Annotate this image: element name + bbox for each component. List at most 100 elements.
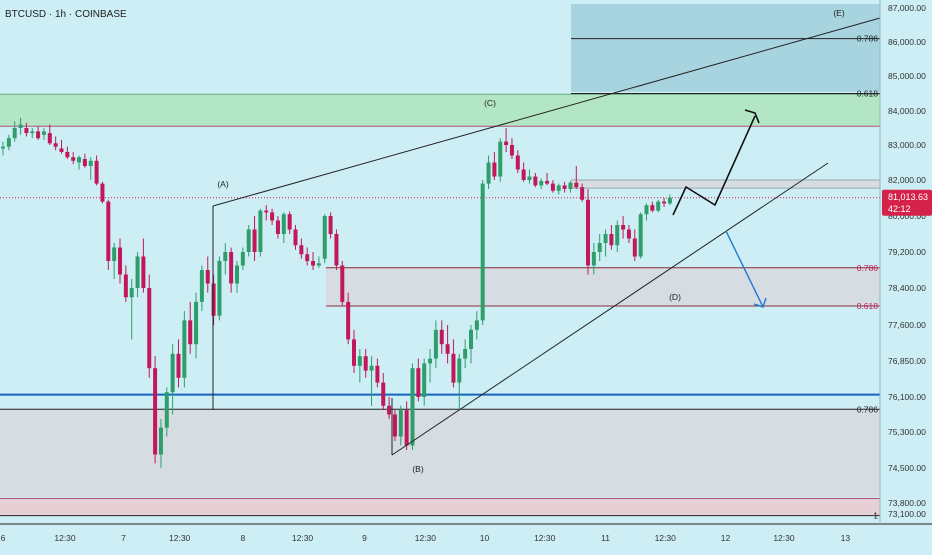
candle-body-16 [94, 160, 99, 184]
candle-body-99 [580, 187, 585, 200]
lower-channel-line [391, 162, 829, 456]
candle-body-103 [603, 234, 608, 243]
y-tick-label-13: 74,500.00 [888, 463, 926, 473]
last-price-badge [882, 189, 932, 216]
candle-body-80 [469, 329, 473, 349]
candle-body-15 [88, 160, 93, 166]
y-tick-label-5: 82,000.00 [888, 175, 926, 185]
candle-body-2 [12, 128, 17, 139]
candle-body-107 [626, 229, 631, 239]
candle-body-11 [65, 152, 70, 158]
candle-body-45 [264, 210, 269, 213]
wave-label-2: (C) [484, 98, 496, 108]
x-tick-label-5: 12:30 [292, 533, 314, 543]
zone-5 [0, 498, 880, 516]
x-tick-label-0: 6 [1, 533, 6, 543]
candle-body-109 [638, 214, 643, 257]
candle-body-51 [299, 245, 304, 255]
candle-body-34 [199, 270, 204, 302]
y-tick-label-1: 86,000.00 [888, 37, 926, 47]
y-tick-label-7: 79,200.00 [888, 247, 926, 257]
candle-body-108 [632, 238, 637, 257]
bullish-projection-path [672, 115, 756, 216]
zone-4 [0, 408, 880, 498]
candle-body-73 [428, 358, 433, 364]
candle-body-68 [398, 410, 403, 437]
candle-body-59 [346, 301, 351, 340]
fib-label-2: 0.786 [857, 263, 879, 273]
fib-label-5: 1 [873, 511, 878, 521]
candle-body-92 [539, 180, 544, 186]
x-tick-label-6: 9 [362, 533, 367, 543]
candle-body-63 [369, 365, 374, 371]
y-tick-label-4: 83,000.00 [888, 140, 926, 150]
wave-label-0: (A) [217, 179, 229, 189]
candle-body-24 [141, 256, 146, 288]
candle-body-27 [158, 427, 163, 455]
fib-label-0: 0.786 [857, 34, 879, 44]
x-tick-label-10: 11 [601, 533, 610, 543]
candle-body-53 [311, 261, 316, 266]
candle-body-21 [123, 274, 128, 298]
candle-body-66 [387, 405, 392, 415]
candle-body-55 [322, 216, 327, 259]
candle-body-67 [392, 414, 397, 437]
y-tick-label-0: 87,000.00 [888, 3, 926, 13]
candle-body-30 [176, 353, 181, 378]
zone-0 [0, 94, 880, 127]
candle-body-82 [480, 183, 485, 321]
candle-body-113 [662, 201, 667, 204]
candle-body-29 [170, 353, 175, 393]
candle-body-8 [47, 133, 52, 144]
wave-label-1: (B) [412, 464, 424, 474]
candle-body-43 [252, 229, 257, 252]
candle-body-13 [77, 157, 82, 163]
y-tick-label-15: 73,100.00 [888, 509, 926, 519]
candle-body-25 [147, 288, 152, 369]
candle-body-37 [217, 261, 222, 316]
candle-body-17 [100, 183, 105, 202]
candle-body-94 [550, 183, 555, 191]
last-price-value: 81,013.63 [888, 192, 928, 202]
zone-3 [326, 267, 880, 307]
candle-body-46 [270, 212, 275, 221]
candle-body-54 [316, 263, 321, 266]
candle-body-87 [509, 145, 514, 156]
y-tick-label-3: 84,000.00 [888, 106, 926, 116]
candle-body-58 [340, 265, 345, 302]
candle-body-4 [24, 128, 29, 134]
y-tick-label-9: 77,600.00 [888, 320, 926, 330]
candle-body-98 [574, 182, 579, 188]
candle-body-26 [153, 368, 158, 455]
candle-body-95 [556, 185, 561, 191]
candle-body-93 [545, 180, 550, 184]
candle-body-14 [82, 159, 87, 166]
candle-body-50 [293, 229, 298, 246]
candle-body-112 [656, 201, 661, 211]
candle-body-104 [609, 234, 614, 246]
candle-body-40 [235, 265, 239, 284]
candle-body-47 [275, 220, 280, 234]
candle-body-65 [381, 382, 386, 406]
candle-body-81 [474, 320, 479, 330]
candle-body-96 [562, 185, 567, 189]
x-tick-label-2: 7 [121, 533, 126, 543]
candle-body-111 [650, 205, 655, 211]
candle-body-48 [281, 214, 286, 234]
candle-body-85 [498, 141, 503, 177]
candle-body-88 [515, 155, 520, 170]
candle-body-78 [457, 358, 462, 383]
candle-body-62 [363, 356, 368, 371]
candle-body-41 [240, 252, 245, 266]
fib-label-1: 0.618 [857, 89, 879, 99]
candle-body-110 [644, 205, 649, 215]
candle-body-39 [229, 252, 234, 284]
upper-channel-line [212, 17, 881, 207]
candle-body-69 [404, 410, 409, 446]
candle-body-20 [118, 247, 122, 275]
x-tick-label-12: 12 [721, 533, 731, 543]
y-tick-label-14: 73,800.00 [888, 498, 926, 508]
candle-body-100 [586, 199, 590, 266]
